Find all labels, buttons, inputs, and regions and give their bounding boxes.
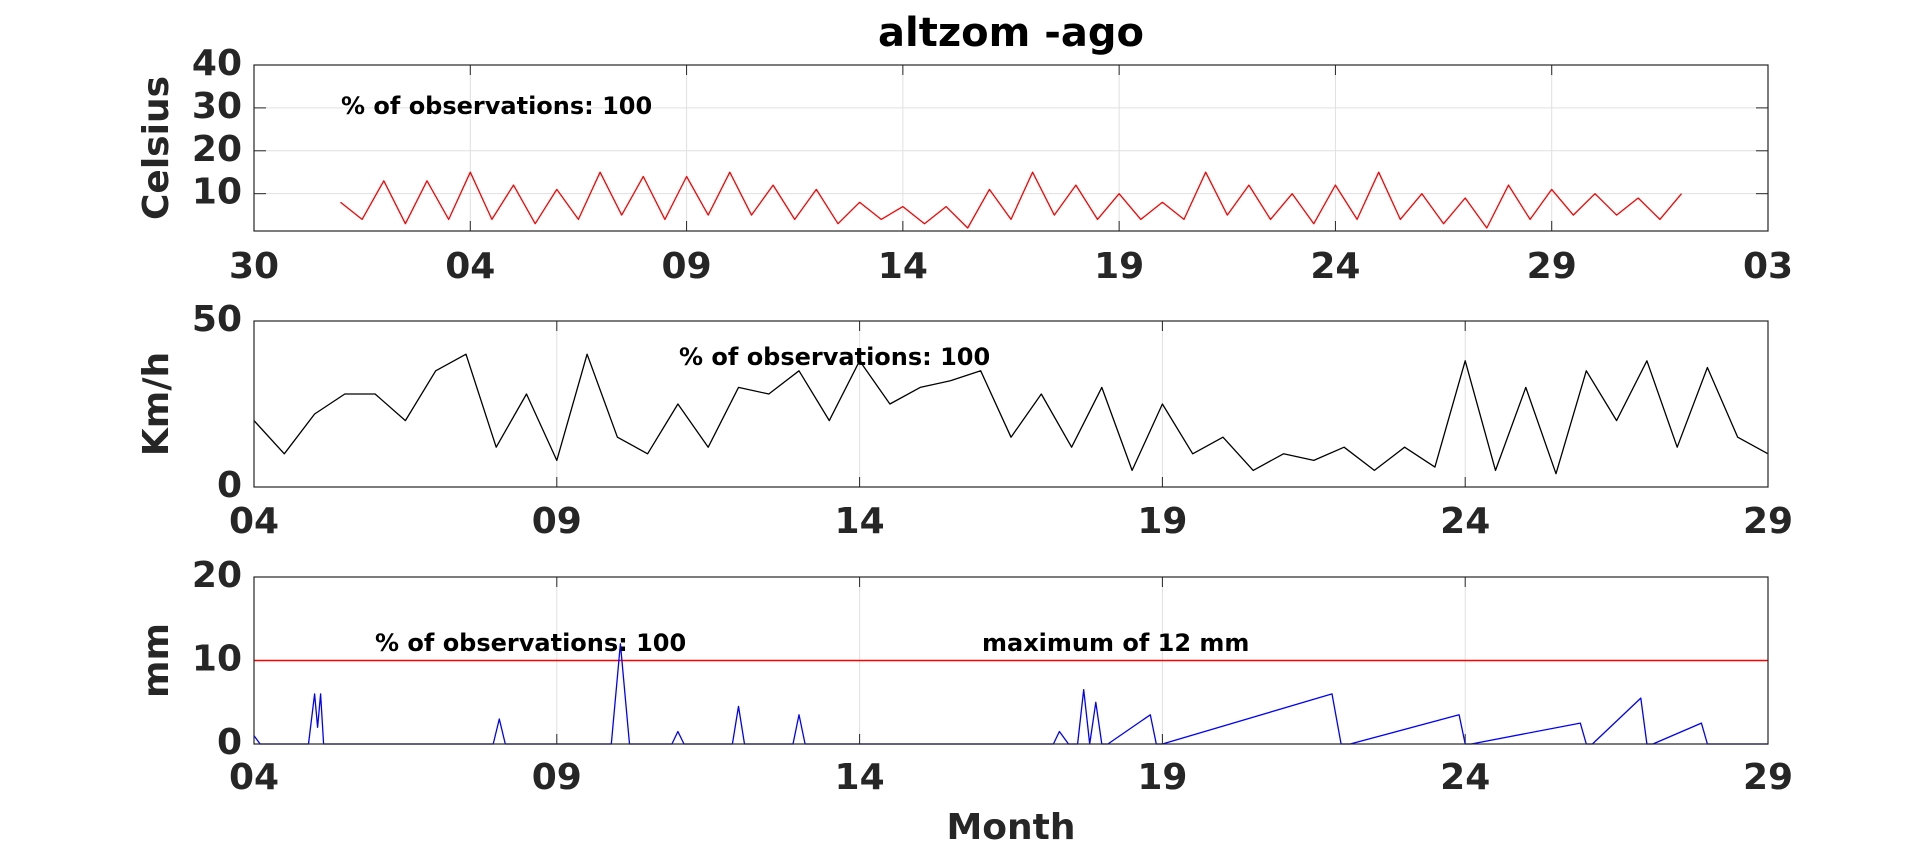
y-tick-label: 40 bbox=[192, 43, 242, 84]
data-line bbox=[253, 353, 1769, 475]
x-tick-label: 29 bbox=[1743, 501, 1793, 542]
x-tick-label: 04 bbox=[229, 757, 279, 798]
x-axis-label: Month bbox=[946, 807, 1075, 841]
y-tick-label: 20 bbox=[192, 555, 242, 596]
y-tick-label: 10 bbox=[192, 172, 242, 213]
y-axis-label: mm bbox=[136, 623, 177, 698]
y-tick-label: 0 bbox=[217, 722, 242, 763]
x-tick-label: 04 bbox=[229, 501, 279, 542]
x-tick-label: 09 bbox=[532, 757, 582, 798]
y-tick-label: 30 bbox=[192, 86, 242, 127]
x-tick-label: 09 bbox=[532, 501, 582, 542]
x-tick-label: 19 bbox=[1137, 501, 1187, 542]
plot-frame bbox=[253, 320, 1769, 488]
y-tick-label: 0 bbox=[217, 465, 242, 506]
y-tick-label: 50 bbox=[192, 299, 242, 340]
x-tick-label: 19 bbox=[1137, 757, 1187, 798]
annotation: maximum of 12 mm bbox=[982, 629, 1249, 657]
x-tick-label: 14 bbox=[835, 501, 885, 542]
plot-frame bbox=[253, 576, 1769, 745]
y-tick-label: 10 bbox=[192, 639, 242, 680]
x-tick-label: 19 bbox=[1094, 246, 1144, 287]
annotation: % of observations: 100 bbox=[341, 92, 652, 120]
x-tick-label: 03 bbox=[1743, 246, 1793, 287]
y-axis-label: Km/h bbox=[136, 352, 177, 456]
x-tick-label: 09 bbox=[662, 246, 712, 287]
x-tick-label: 29 bbox=[1527, 246, 1577, 287]
plot-area bbox=[254, 321, 1768, 487]
data-line bbox=[340, 171, 1682, 229]
plot-frame bbox=[253, 64, 1769, 232]
chart-title: altzom -ago bbox=[878, 10, 1144, 56]
x-tick-label: 24 bbox=[1310, 246, 1360, 287]
plot-area bbox=[254, 65, 1768, 231]
annotation: % of observations: 100 bbox=[375, 629, 686, 657]
x-tick-label: 30 bbox=[229, 246, 279, 287]
x-tick-label: 14 bbox=[878, 246, 928, 287]
x-tick-label: 04 bbox=[445, 246, 495, 287]
x-tick-label: 14 bbox=[835, 757, 885, 798]
annotation: % of observations: 100 bbox=[679, 343, 990, 371]
x-tick-label: 24 bbox=[1440, 501, 1490, 542]
x-tick-label: 24 bbox=[1440, 757, 1490, 798]
y-axis-label: Celsius bbox=[136, 76, 177, 220]
x-tick-label: 29 bbox=[1743, 757, 1793, 798]
y-tick-label: 20 bbox=[192, 129, 242, 170]
